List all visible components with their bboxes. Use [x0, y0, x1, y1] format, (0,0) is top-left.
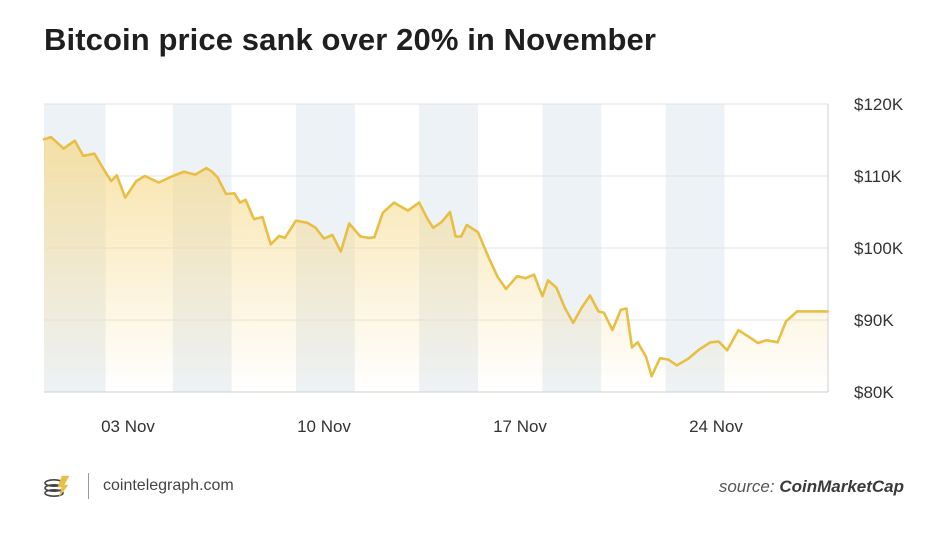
y-axis-labels: $120K $110K $100K $90K $80K — [854, 95, 904, 402]
y-tick-label: $80K — [854, 383, 894, 402]
source-prefix: source: — [718, 477, 775, 496]
x-tick-label: 03 Nov — [101, 417, 155, 436]
price-area — [44, 137, 828, 392]
y-tick-label: $100K — [854, 239, 904, 258]
chart-title: Bitcoin price sank over 20% in November — [44, 22, 657, 57]
price-line — [42, 135, 830, 378]
y-tick-label: $90K — [854, 311, 894, 330]
x-tick-label: 10 Nov — [297, 417, 351, 436]
site-link[interactable]: cointelegraph.com — [103, 477, 234, 494]
source-name: CoinMarketCap — [779, 477, 904, 496]
price-series-line — [42, 135, 830, 378]
axes — [44, 104, 829, 393]
cointelegraph-logo-icon — [42, 471, 72, 501]
x-tick-label: 24 Nov — [689, 417, 743, 436]
y-tick-label: $120K — [854, 95, 904, 114]
source-credit: source: CoinMarketCap — [719, 477, 904, 497]
x-tick-label: 17 Nov — [493, 417, 547, 436]
area-fill — [44, 137, 828, 392]
y-tick-label: $110K — [854, 167, 903, 186]
x-axis-labels: 03 Nov 10 Nov 17 Nov 24 Nov — [101, 417, 743, 436]
footer-divider — [88, 473, 89, 499]
